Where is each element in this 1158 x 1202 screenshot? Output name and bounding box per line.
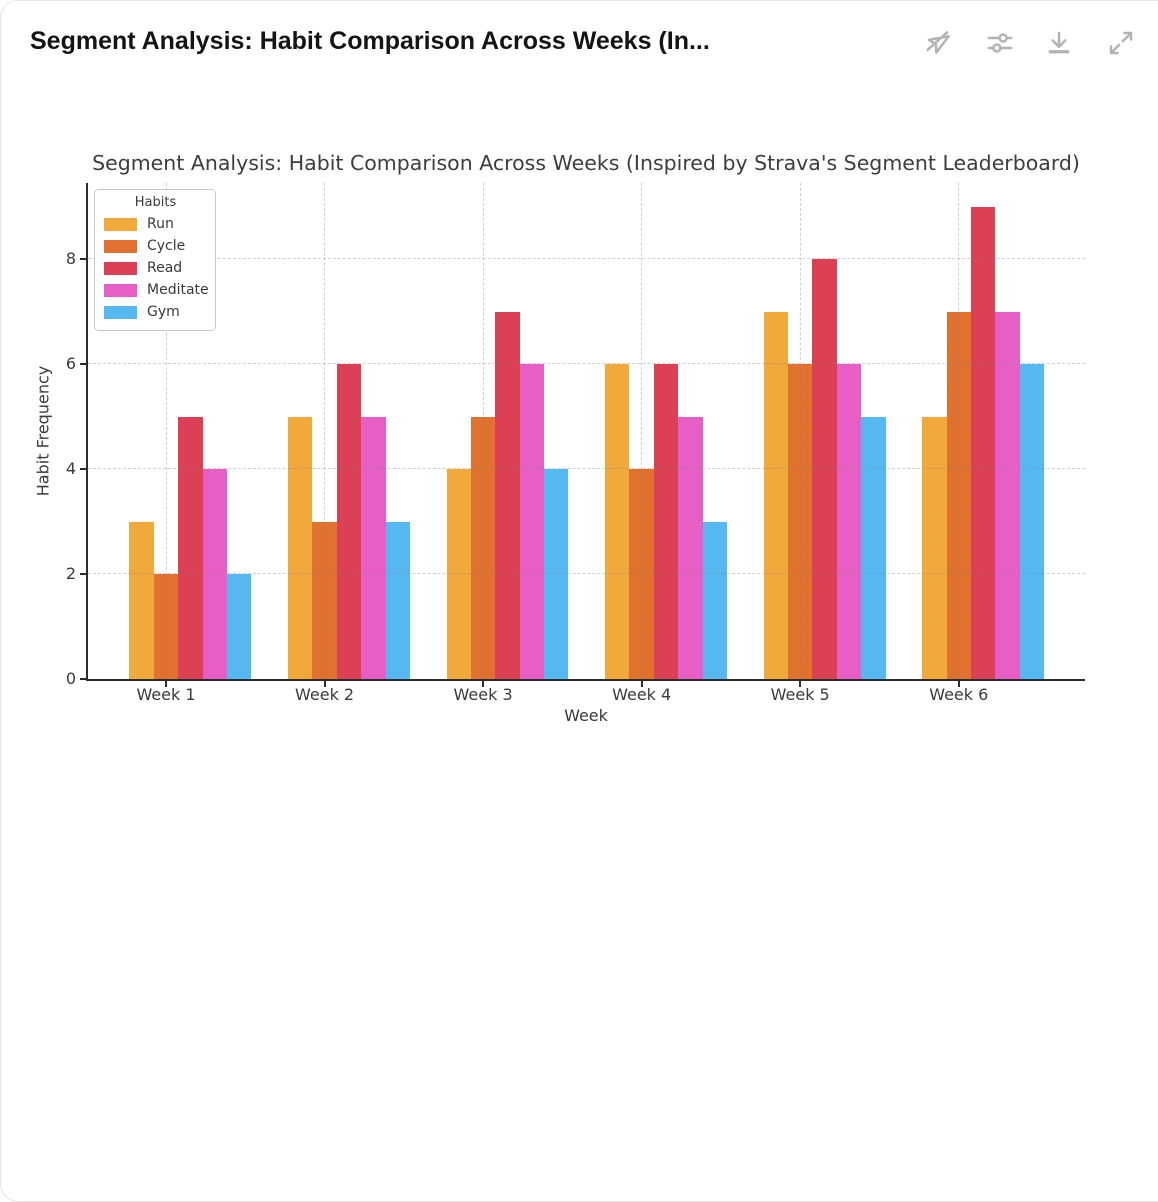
legend-swatch-meditate	[104, 283, 137, 297]
gridline-horizontal	[88, 468, 1085, 470]
x-tick-mark	[799, 681, 802, 687]
legend-swatch-read	[104, 261, 137, 275]
legend-label: Cycle	[147, 238, 186, 254]
x-tick-mark	[482, 681, 485, 687]
gridline-horizontal	[88, 258, 1085, 260]
y-tick-label-8: 8	[65, 249, 76, 269]
gridline-vertical	[482, 183, 484, 679]
y-tick-label-4: 4	[65, 459, 76, 479]
bar-meditate-week-6	[995, 311, 1020, 679]
y-tick-label-2: 2	[65, 564, 76, 584]
bar-read-week-3	[495, 311, 520, 679]
legend-label: Run	[147, 216, 174, 232]
x-axis-label: Week	[564, 706, 608, 725]
bar-gym-week-6	[1019, 364, 1045, 679]
bar-run-week-4	[605, 364, 630, 679]
legend-swatch-gym	[104, 305, 137, 319]
bar-read-week-5	[812, 259, 837, 679]
gridline-horizontal	[88, 573, 1085, 575]
bar-cycle-week-2	[312, 521, 337, 679]
x-tick-label-week-3: Week 3	[453, 685, 513, 704]
sliders-icon[interactable]	[985, 28, 1015, 58]
bar-gym-week-5	[861, 416, 886, 679]
legend-label: Gym	[147, 304, 180, 320]
legend-label: Read	[147, 260, 183, 276]
y-tick-label-0: 0	[65, 669, 76, 688]
bar-read-week-2	[336, 364, 362, 679]
bar-cycle-week-6	[946, 311, 971, 679]
bar-meditate-week-3	[519, 364, 545, 679]
gridline-vertical	[165, 183, 167, 679]
y-tick-mark	[80, 573, 86, 576]
legend-label: Meditate	[147, 282, 209, 298]
bar-run-week-6	[922, 416, 947, 679]
plot-area	[86, 183, 1085, 681]
legend-items: Run Cycle Read Meditate Gym	[104, 213, 209, 323]
legend-title: Habits	[134, 195, 177, 210]
pointer-off-icon[interactable]	[922, 28, 952, 58]
legend-swatch-cycle	[104, 239, 137, 253]
bar-run-week-2	[287, 416, 313, 679]
gridline-vertical	[641, 183, 643, 679]
bar-run-week-1	[129, 521, 154, 679]
legend-swatch-run	[104, 217, 137, 231]
x-tick-mark	[323, 681, 326, 687]
bar-gym-week-4	[702, 521, 728, 679]
chart-title: Segment Analysis: Habit Comparison Acros…	[92, 151, 1080, 175]
x-tick-mark	[640, 681, 643, 687]
window-title: Segment Analysis: Habit Comparison Acros…	[30, 27, 710, 55]
bar-read-week-1	[178, 416, 203, 679]
x-tick-mark	[165, 681, 167, 687]
bar-read-week-6	[970, 206, 996, 679]
bar-meditate-week-2	[361, 416, 386, 679]
legend-item-meditate: Meditate	[104, 279, 209, 301]
bar-meditate-week-1	[202, 469, 227, 679]
bar-run-week-5	[763, 311, 788, 679]
x-tick-label-week-2: Week 2	[294, 685, 355, 704]
bar-cycle-week-1	[153, 574, 179, 679]
download-icon[interactable]	[1044, 28, 1074, 58]
bar-meditate-week-4	[678, 416, 703, 679]
bar-gym-week-2	[385, 521, 410, 679]
y-axis-label: Habit Frequency	[33, 365, 53, 497]
bar-run-week-3	[446, 469, 471, 679]
x-tick-label-week-6: Week 6	[929, 685, 989, 704]
y-tick-mark	[80, 678, 86, 680]
x-tick-label-week-5: Week 5	[770, 685, 830, 704]
y-tick-mark	[80, 363, 86, 366]
legend-item-read: Read	[104, 257, 207, 279]
bar-gym-week-1	[227, 574, 252, 679]
bar-gym-week-3	[544, 469, 569, 679]
bar-cycle-week-5	[788, 364, 813, 679]
x-tick-label-week-4: Week 4	[612, 685, 672, 704]
bar-cycle-week-4	[629, 469, 654, 679]
y-tick-mark	[80, 258, 86, 261]
gridline-vertical	[799, 183, 801, 679]
y-tick-mark	[80, 468, 86, 471]
gridline-horizontal	[88, 363, 1085, 365]
y-tick-label-6: 6	[65, 354, 76, 374]
bar-read-week-4	[653, 364, 679, 679]
x-tick-label-week-1: Week 1	[136, 685, 196, 704]
x-tick-mark	[957, 681, 960, 687]
legend-item-cycle: Cycle	[104, 235, 207, 257]
gridline-vertical	[958, 183, 960, 679]
legend-item-run: Run	[104, 213, 207, 235]
legend-item-gym: Gym	[104, 301, 207, 323]
expand-icon[interactable]	[1106, 28, 1136, 58]
bar-cycle-week-3	[470, 416, 496, 679]
gridline-vertical	[324, 183, 326, 679]
bar-meditate-week-5	[836, 364, 862, 679]
legend: Habits Run Cycle Read Meditate Gym	[94, 189, 216, 331]
